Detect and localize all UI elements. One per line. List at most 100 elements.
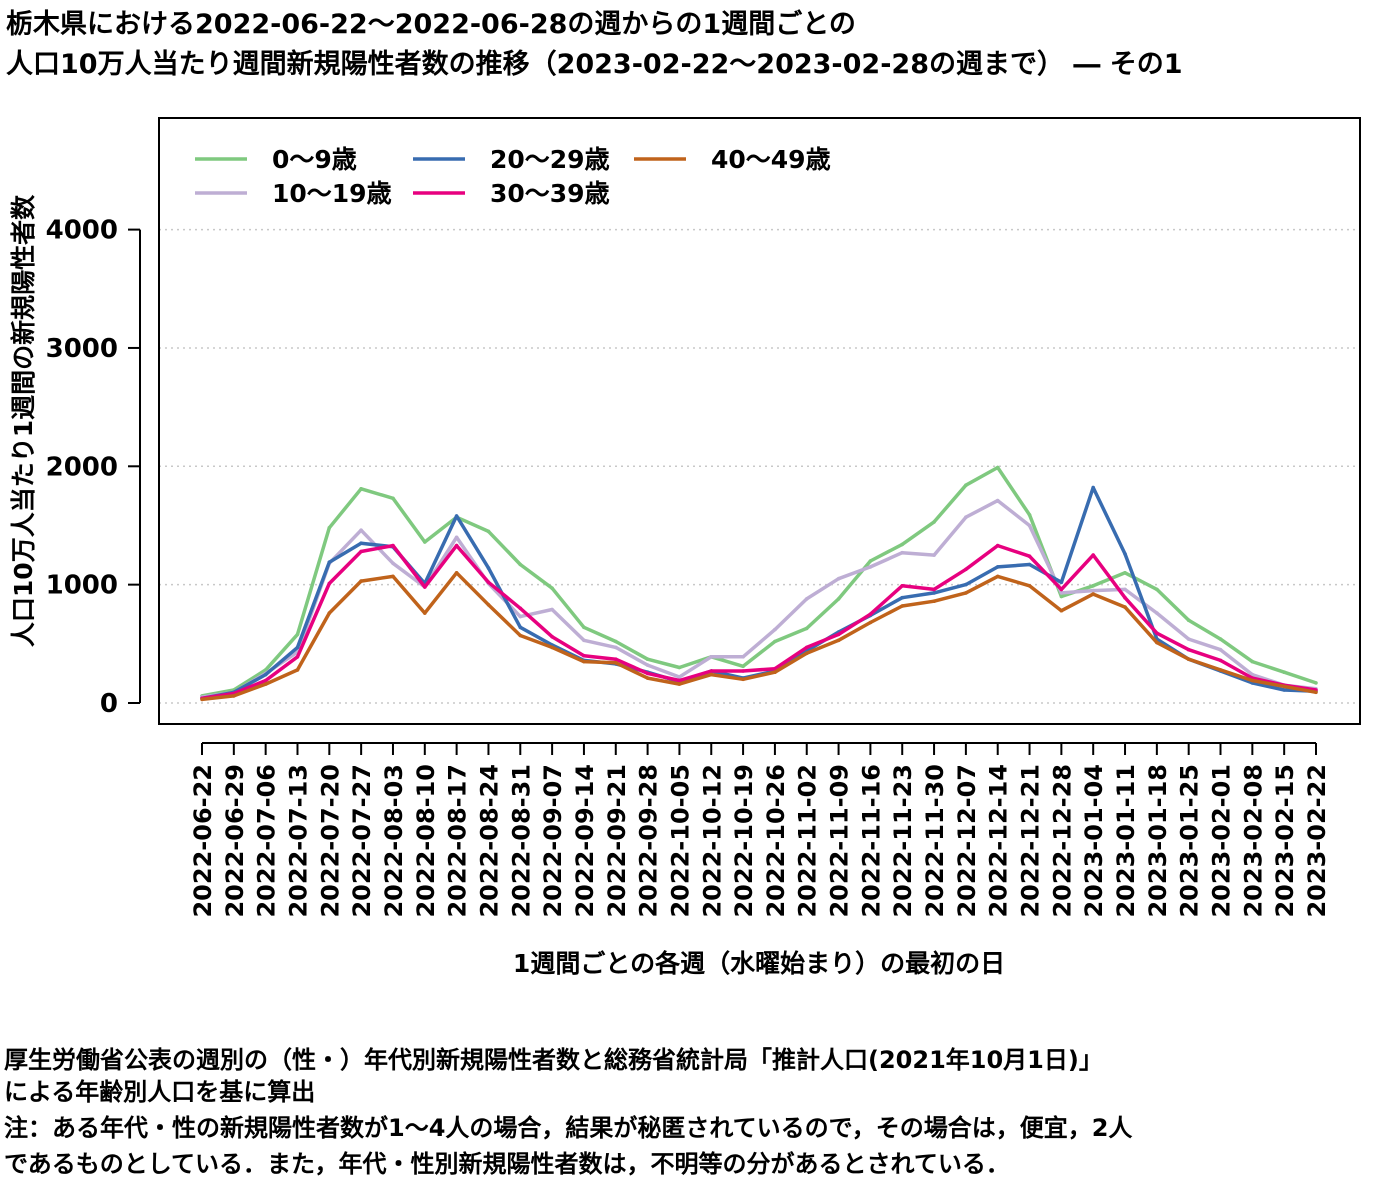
data-point xyxy=(359,579,363,583)
data-point xyxy=(518,633,523,638)
data-point xyxy=(932,599,936,603)
data-point xyxy=(964,591,968,595)
data-point xyxy=(1027,523,1032,528)
legend-label: 20～29歳 xyxy=(490,145,610,174)
x-tick-label: 2022-12-07 xyxy=(953,764,981,918)
data-point xyxy=(645,657,650,661)
data-point xyxy=(645,663,650,667)
data-point xyxy=(359,528,363,532)
data-point xyxy=(295,632,300,637)
data-point xyxy=(836,632,841,637)
series-line-3 xyxy=(201,543,1317,701)
data-point xyxy=(295,645,300,650)
data-point xyxy=(263,672,268,677)
x-tick-label: 2022-10-05 xyxy=(666,764,694,918)
data-point xyxy=(359,541,363,545)
data-point xyxy=(1218,647,1223,652)
data-point xyxy=(1250,678,1255,683)
data-point xyxy=(1123,605,1127,609)
data-point xyxy=(995,565,1000,569)
data-point xyxy=(900,604,904,608)
x-tick-label: 2022-10-19 xyxy=(730,764,758,918)
data-point xyxy=(263,682,268,686)
data-point xyxy=(232,694,236,698)
data-point xyxy=(995,574,1000,579)
x-tick-label: 2023-02-15 xyxy=(1271,764,1299,918)
data-point xyxy=(550,607,554,612)
series-line-4 xyxy=(201,571,1317,702)
data-point xyxy=(1091,485,1095,490)
legend-label: 40～49歳 xyxy=(711,145,831,174)
data-point xyxy=(582,659,586,664)
data-point xyxy=(995,465,1000,470)
data-point xyxy=(391,574,395,579)
data-point xyxy=(550,645,554,650)
x-tick-label: 2022-12-14 xyxy=(985,764,1013,918)
data-point xyxy=(1123,571,1127,575)
x-tick-label: 2023-01-04 xyxy=(1080,764,1108,918)
data-point xyxy=(995,498,1000,503)
x-tick-label: 2022-08-31 xyxy=(507,764,535,918)
data-point xyxy=(836,597,841,601)
data-point xyxy=(518,614,523,619)
x-tick-label: 2022-07-13 xyxy=(284,764,312,918)
data-point xyxy=(1059,608,1064,613)
x-tick-label: 2023-02-22 xyxy=(1303,764,1331,918)
x-tick-label: 2022-06-29 xyxy=(221,764,249,918)
chart-title-line1: 栃木県における2022-06-22～2022-06-28の週からの1週間ごとの xyxy=(6,9,856,40)
x-tick-label: 2022-08-17 xyxy=(444,764,472,918)
data-point xyxy=(327,560,332,564)
data-point xyxy=(1059,580,1064,585)
x-tick-label: 2022-06-22 xyxy=(189,764,217,918)
data-point xyxy=(486,580,491,585)
data-point xyxy=(677,675,682,679)
data-point xyxy=(709,655,714,659)
data-point xyxy=(836,638,841,643)
data-point xyxy=(518,625,523,630)
x-tick-label: 2022-09-14 xyxy=(571,764,599,918)
x-tick-label: 2022-11-16 xyxy=(857,764,885,918)
data-point xyxy=(741,669,745,673)
data-point xyxy=(1155,640,1159,645)
plot-frame xyxy=(158,117,1361,725)
series-line-0 xyxy=(201,465,1317,698)
y-tick-label: 2000 xyxy=(46,452,118,482)
data-point xyxy=(582,625,586,630)
data-point xyxy=(1155,631,1159,635)
data-point xyxy=(1027,562,1032,567)
data-point xyxy=(964,567,968,572)
series-line-1 xyxy=(201,498,1317,699)
caveat-note-line1: 注：ある年代・性の新規陽性者数が1～4人の場合，結果が秘匿されているので，その場… xyxy=(4,1114,1133,1142)
data-point xyxy=(964,483,968,488)
data-point xyxy=(677,678,682,683)
data-point xyxy=(900,550,904,555)
data-point xyxy=(932,587,936,592)
x-tick-label: 2022-08-03 xyxy=(380,764,408,918)
data-point xyxy=(900,595,904,600)
data-point xyxy=(773,639,777,644)
data-point xyxy=(359,549,363,554)
x-tick-label: 2022-07-27 xyxy=(348,764,376,918)
data-point xyxy=(486,603,491,607)
data-point xyxy=(518,562,523,567)
data-point xyxy=(1282,688,1286,692)
x-tick-label: 2022-09-21 xyxy=(603,764,631,918)
data-point xyxy=(868,559,873,563)
data-point xyxy=(359,487,363,491)
data-point xyxy=(1027,554,1032,558)
source-note-line2: による年齢別人口を基に算出 xyxy=(4,1078,316,1106)
x-tick-label: 2022-07-20 xyxy=(316,764,344,918)
y-tick-label: 4000 xyxy=(46,216,118,246)
data-point xyxy=(773,627,777,632)
data-point xyxy=(1282,684,1286,689)
data-point xyxy=(614,645,618,650)
data-point xyxy=(868,612,873,616)
y-axis-label: 人口10万人当たり1週間の新規陽性者数 xyxy=(9,194,38,647)
data-point xyxy=(1059,591,1064,595)
data-point xyxy=(295,655,300,659)
data-point xyxy=(932,591,936,595)
data-point xyxy=(804,645,809,650)
data-point xyxy=(804,651,809,656)
data-point xyxy=(454,571,459,575)
data-point xyxy=(614,661,618,665)
